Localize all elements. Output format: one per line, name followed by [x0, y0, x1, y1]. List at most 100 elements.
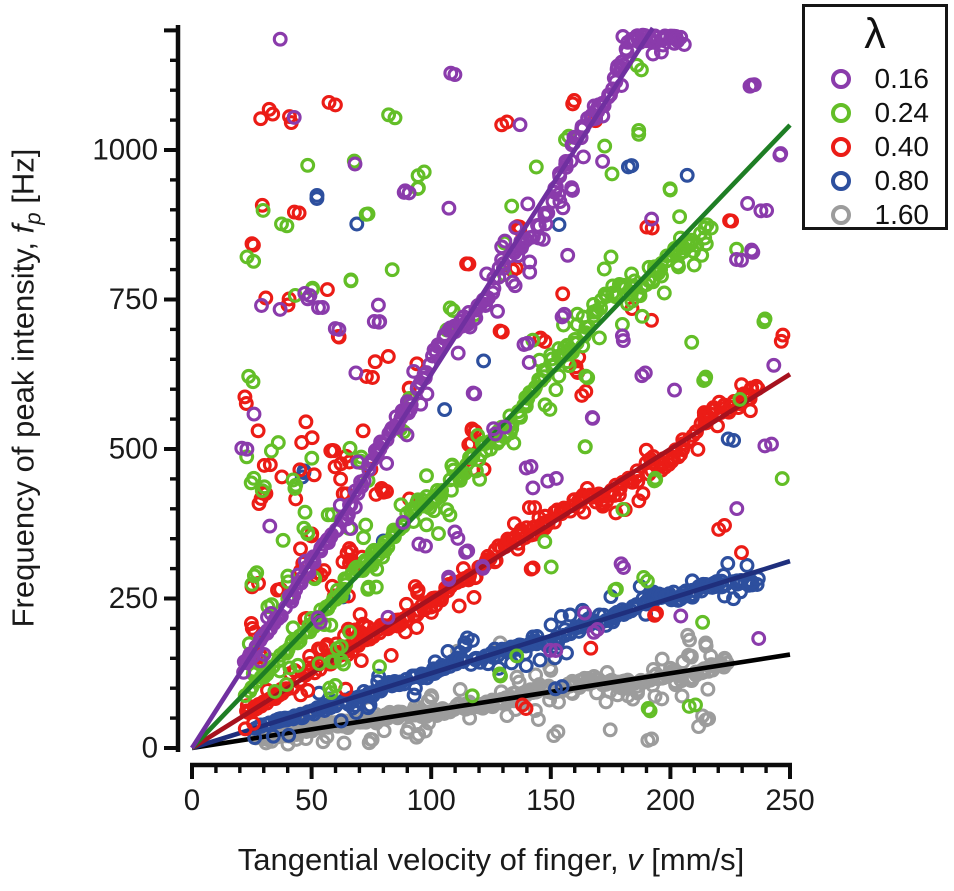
- legend-item-label: 0.80: [874, 165, 930, 196]
- scatter-point: [399, 427, 415, 443]
- scatter-point: [720, 431, 736, 447]
- scatter-point: [306, 467, 322, 483]
- scatter-point: [256, 646, 272, 662]
- scatter-point: [304, 450, 320, 466]
- scatter-point: [419, 468, 434, 484]
- scatter-point: [613, 556, 629, 572]
- scatter-point: [355, 616, 371, 632]
- scatter-point: [665, 449, 681, 465]
- scatter-point: [531, 218, 547, 234]
- scatter-point: [426, 503, 442, 519]
- scatter-point: [548, 470, 564, 486]
- scatter-point: [512, 117, 528, 133]
- scatter-point: [312, 614, 328, 630]
- scatter-point: [443, 65, 459, 81]
- y-tick-label: 750: [109, 283, 158, 316]
- scatter-point: [380, 349, 396, 364]
- scatter-point: [460, 543, 476, 559]
- y-tick-label: 0: [142, 732, 158, 765]
- scatter-point: [367, 354, 383, 370]
- scatter-point: [256, 457, 272, 473]
- scatter-point: [504, 198, 520, 214]
- axes: 0 250 500 750 1000 0 50 100 150 200 250: [92, 25, 815, 817]
- scatter-point: [642, 703, 658, 719]
- scatter-point: [525, 560, 541, 576]
- scatter-point: [603, 249, 619, 265]
- scatter-point: [555, 286, 571, 302]
- scatter-point: [619, 44, 635, 60]
- scatter-point: [644, 211, 660, 227]
- scatter-point: [437, 704, 453, 720]
- scatter-point: [494, 324, 510, 340]
- scatter-point: [753, 203, 769, 219]
- y-title-units: [Hz]: [5, 148, 41, 213]
- scatter-point: [631, 493, 647, 509]
- scatter-point: [286, 109, 302, 125]
- x-title-symbol: v: [627, 842, 643, 877]
- scatter-point: [465, 385, 481, 401]
- legend-item-label: 0.16: [874, 63, 930, 94]
- scatter-point: [720, 556, 736, 571]
- scatter-point: [690, 441, 706, 457]
- scatter-point: [254, 298, 269, 313]
- scatter-point: [510, 535, 526, 551]
- scatter-point: [732, 391, 748, 407]
- scatter-point: [640, 732, 656, 748]
- scatter-point: [647, 470, 663, 486]
- scatter-point: [342, 624, 358, 640]
- scatter-point: [384, 262, 400, 278]
- scatter-point: [548, 643, 564, 658]
- scatter-point: [674, 688, 690, 704]
- scatter-point: [624, 158, 640, 174]
- legend-marker-icon: [831, 137, 851, 157]
- y-axis-title: Frequency of peak intensity, fp [Hz]: [5, 149, 46, 628]
- scatter-point: [250, 423, 266, 439]
- scatter-point: [734, 252, 749, 268]
- scatter-point: [774, 471, 790, 487]
- scatter-point: [676, 244, 692, 259]
- scatter-point: [694, 247, 710, 263]
- scatter-point: [673, 608, 689, 624]
- scatter-point: [370, 297, 386, 313]
- scatter-point: [327, 678, 343, 693]
- x-title-text: Tangential velocity of finger,: [237, 842, 628, 877]
- scatter-point: [413, 396, 429, 412]
- scatter-point: [589, 622, 605, 637]
- scatter-point: [323, 443, 339, 459]
- scatter-point: [314, 300, 330, 315]
- scatter-point: [333, 652, 349, 668]
- scatter-point: [542, 642, 558, 658]
- scatter-point: [468, 463, 484, 479]
- scatter-point: [577, 605, 593, 621]
- scatter-point: [757, 438, 773, 454]
- scatter-point: [683, 649, 699, 665]
- scatter-point: [263, 443, 279, 459]
- scatter-point: [633, 62, 649, 78]
- scatter-point: [287, 480, 303, 496]
- scatter-point: [464, 688, 480, 704]
- scatter-point: [348, 705, 364, 720]
- scatter-point: [632, 288, 648, 304]
- scatter-point: [418, 538, 433, 554]
- scatter-point: [290, 657, 306, 673]
- scatter-point: [566, 93, 582, 108]
- scatter-point: [577, 439, 593, 455]
- scatter-point: [532, 652, 548, 668]
- scatter-point: [431, 526, 446, 542]
- scatter-point: [253, 111, 269, 127]
- scatter-point: [615, 333, 631, 349]
- scatter-point: [451, 598, 467, 614]
- scatter-point: [548, 382, 564, 398]
- scatter-point: [372, 314, 388, 330]
- scatter-point: [487, 426, 503, 442]
- scatter-point: [537, 534, 553, 550]
- scatter-point: [740, 196, 756, 211]
- scatter-point: [744, 77, 759, 93]
- scatter-point: [331, 321, 347, 337]
- scatter-point: [766, 357, 782, 373]
- scatter-point: [522, 254, 538, 270]
- scatter-point: [662, 181, 678, 197]
- scatter-point: [342, 440, 358, 456]
- scatter-point: [300, 683, 316, 698]
- scatter-point: [459, 256, 475, 272]
